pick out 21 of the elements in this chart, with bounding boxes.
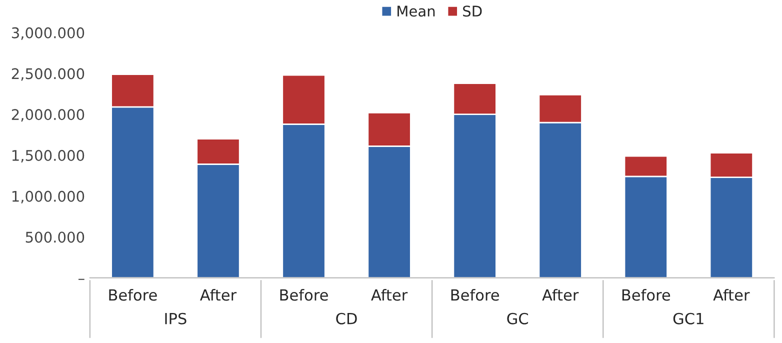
y-tick-label: 500.000: [26, 232, 84, 243]
x-tick-label: Before: [622, 288, 670, 301]
text: IPS: [165, 312, 186, 324]
x-tick-label: Before: [280, 288, 328, 301]
x-tick-label: After: [371, 288, 408, 301]
y-tick-label: 2,000.000: [12, 109, 84, 122]
x-tick-label: After: [542, 288, 579, 301]
text: GC: [507, 312, 528, 324]
text: GC1: [673, 312, 704, 324]
text: CD: [336, 312, 357, 324]
x-tick-label: After: [713, 288, 750, 301]
y-tick-label: 3,000.000: [12, 27, 84, 40]
legend-label: Mean: [398, 6, 435, 17]
y-tick-label: 1,500.000: [12, 150, 84, 162]
y-tick-label: –: [78, 278, 84, 280]
x-tick-label: After: [200, 288, 237, 301]
x-tick-label: Before: [109, 288, 157, 301]
y-tick-label: 1,000.000: [12, 190, 84, 204]
y-tick-label: 2,500.000: [12, 68, 84, 81]
x-tick-label: Before: [451, 288, 499, 301]
legend-label: SD: [463, 6, 482, 17]
